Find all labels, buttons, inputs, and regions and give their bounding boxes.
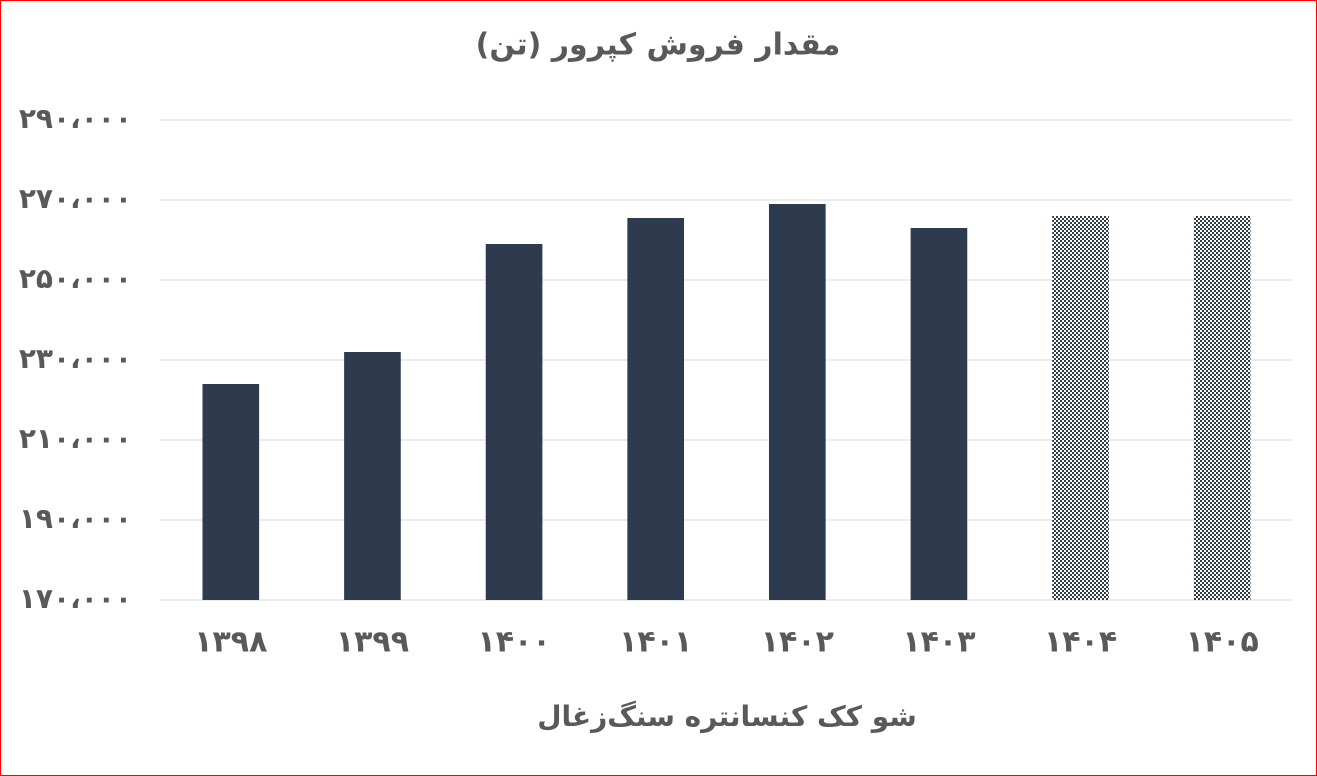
chart-title: مقدار فروش کپرور (تن) <box>476 28 841 63</box>
x-axis-label: شو کک کنسانتره سنگ‌زغال <box>537 700 917 733</box>
x-tick-label: ۱۴۰۴ <box>1044 625 1117 660</box>
x-tick-label: ۱۳۹۸ <box>194 625 267 660</box>
y-tick-label: ۲۱۰،۰۰۰ <box>19 422 132 455</box>
bar <box>1193 216 1251 600</box>
y-tick-label: ۲۵۰،۰۰۰ <box>19 262 132 295</box>
x-tick-label: ۱۴۰۰ <box>477 625 550 660</box>
bar <box>627 218 685 600</box>
y-tick-label: ۱۹۰،۰۰۰ <box>19 502 132 535</box>
x-tick-label: ۱۴۰۱ <box>619 625 692 660</box>
bar <box>1052 216 1109 600</box>
y-tick-label: ۲۳۰،۰۰۰ <box>19 342 132 375</box>
x-tick-label: ۱۴۰۳ <box>902 625 975 660</box>
bar <box>910 228 968 600</box>
bar <box>344 352 401 600</box>
x-tick-label: ۱۳۹۹ <box>336 625 409 660</box>
bar <box>768 204 826 600</box>
x-tick-label: ۱۴۰۵ <box>1186 625 1259 660</box>
y-tick-label: ۲۹۰،۰۰۰ <box>19 102 132 135</box>
y-tick-label: ۲۷۰،۰۰۰ <box>19 182 132 215</box>
x-tick-label: ۱۴۰۲ <box>761 625 834 660</box>
y-tick-label: ۱۷۰،۰۰۰ <box>19 582 132 615</box>
bar <box>485 244 543 600</box>
bar <box>202 384 260 600</box>
